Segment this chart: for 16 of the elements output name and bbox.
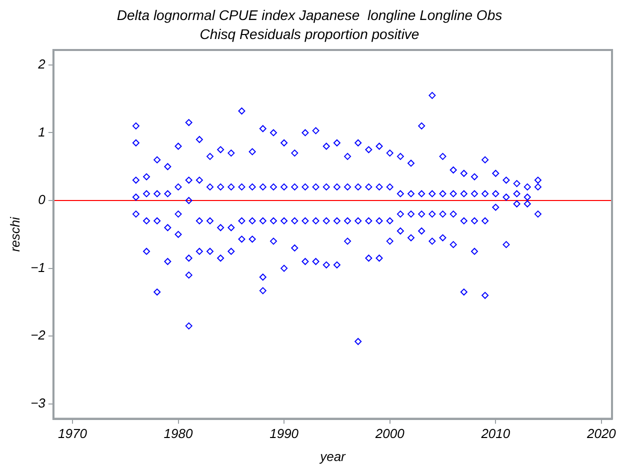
x-axis-title: year: [319, 448, 346, 464]
chart-title: Delta lognormal CPUE index Japanese longline Longline Obs: [116, 6, 504, 25]
x-tick-label: 1990: [270, 426, 300, 442]
x-tick-label: 2020: [586, 426, 617, 442]
x-tick-label: 2000: [374, 426, 406, 442]
y-tick-label: −1: [30, 260, 46, 275]
y-tick-label: 0: [38, 192, 46, 208]
x-tick-label: 1980: [164, 426, 194, 442]
y-tick-label: −2: [30, 328, 46, 343]
y-axis-title: reschi: [7, 216, 22, 252]
y-tick-label: 2: [37, 56, 46, 72]
x-tick-label: 1970: [58, 426, 88, 442]
y-tick-label: 1: [38, 124, 46, 140]
y-tick-label: −3: [30, 395, 46, 410]
chart-subtitle: Chisq Residuals proportion positive: [198, 25, 420, 44]
x-tick-label: 2010: [480, 426, 511, 442]
